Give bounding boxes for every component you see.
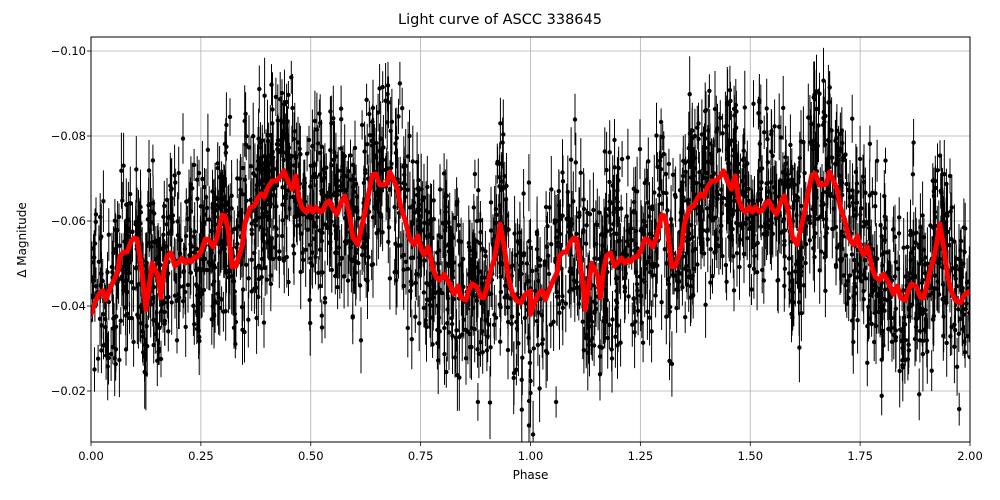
x-tick-label: 0.50 (297, 449, 324, 463)
axes-frame (90, 36, 971, 443)
chart-title: Light curve of ASCC 338645 (398, 12, 602, 28)
x-tick-label: 0.25 (188, 449, 214, 463)
x-tick-label: 1.50 (737, 449, 764, 463)
y-tick-label: −0.06 (50, 214, 86, 228)
x-tick-label: 0.00 (78, 449, 104, 463)
x-tick-label: 1.75 (847, 449, 873, 463)
y-tick-label: −0.08 (50, 129, 86, 144)
axis-ticks (87, 50, 971, 446)
x-tick-label: 1.00 (517, 449, 544, 463)
x-axis-label: Phase (512, 468, 549, 482)
y-tick-label: −0.10 (50, 44, 86, 59)
y-tick-label: −0.04 (50, 299, 86, 313)
x-tick-label: 0.75 (407, 449, 434, 463)
model-curve (91, 168, 970, 317)
y-axis-label: Δ Magnitude (15, 202, 29, 278)
x-tick-label: 1.25 (627, 449, 654, 463)
y-tick-label: −0.02 (50, 384, 86, 398)
x-tick-label: 2.00 (957, 449, 983, 463)
